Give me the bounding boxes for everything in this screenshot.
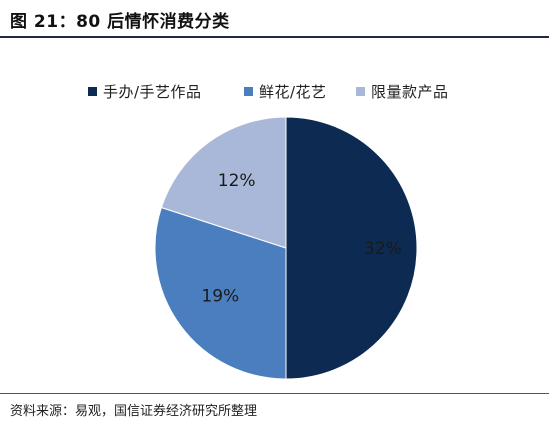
- pie-slices: [154, 116, 418, 380]
- legend-label-flowers: 鲜花/花艺: [259, 82, 327, 101]
- pie-label-flowers: 19%: [201, 287, 239, 307]
- legend-swatch-flowers: [244, 86, 253, 96]
- legend-label-handmade: 手办/手艺作品: [103, 82, 202, 101]
- legend-item-flowers: 鲜花/花艺: [244, 80, 327, 102]
- pie-slice-limited: [160, 116, 287, 249]
- legend-label-limited: 限量款产品: [371, 82, 449, 101]
- legend-swatch-handmade: [88, 86, 97, 96]
- legend-item-limited: 限量款产品: [356, 80, 449, 102]
- pie-slice-handmade: [285, 116, 418, 380]
- chart-legend: 手办/手艺作品 鲜花/花艺 限量款产品: [0, 80, 549, 102]
- figure-title: 图 21：80 后情怀消费分类: [10, 12, 230, 32]
- legend-item-handmade: 手办/手艺作品: [88, 80, 202, 102]
- source-note: 资料来源：易观，国信证券经济研究所整理: [10, 404, 258, 419]
- pie-label-limited: 12%: [218, 171, 256, 191]
- pie-labels: 32% 19% 12%: [201, 171, 401, 307]
- pie-label-handmade: 32%: [364, 239, 402, 259]
- bottom-divider: [0, 393, 549, 394]
- pie-slice-flowers: [154, 206, 287, 380]
- figure-header: 图 21：80 后情怀消费分类: [0, 0, 549, 38]
- legend-swatch-limited: [356, 86, 365, 96]
